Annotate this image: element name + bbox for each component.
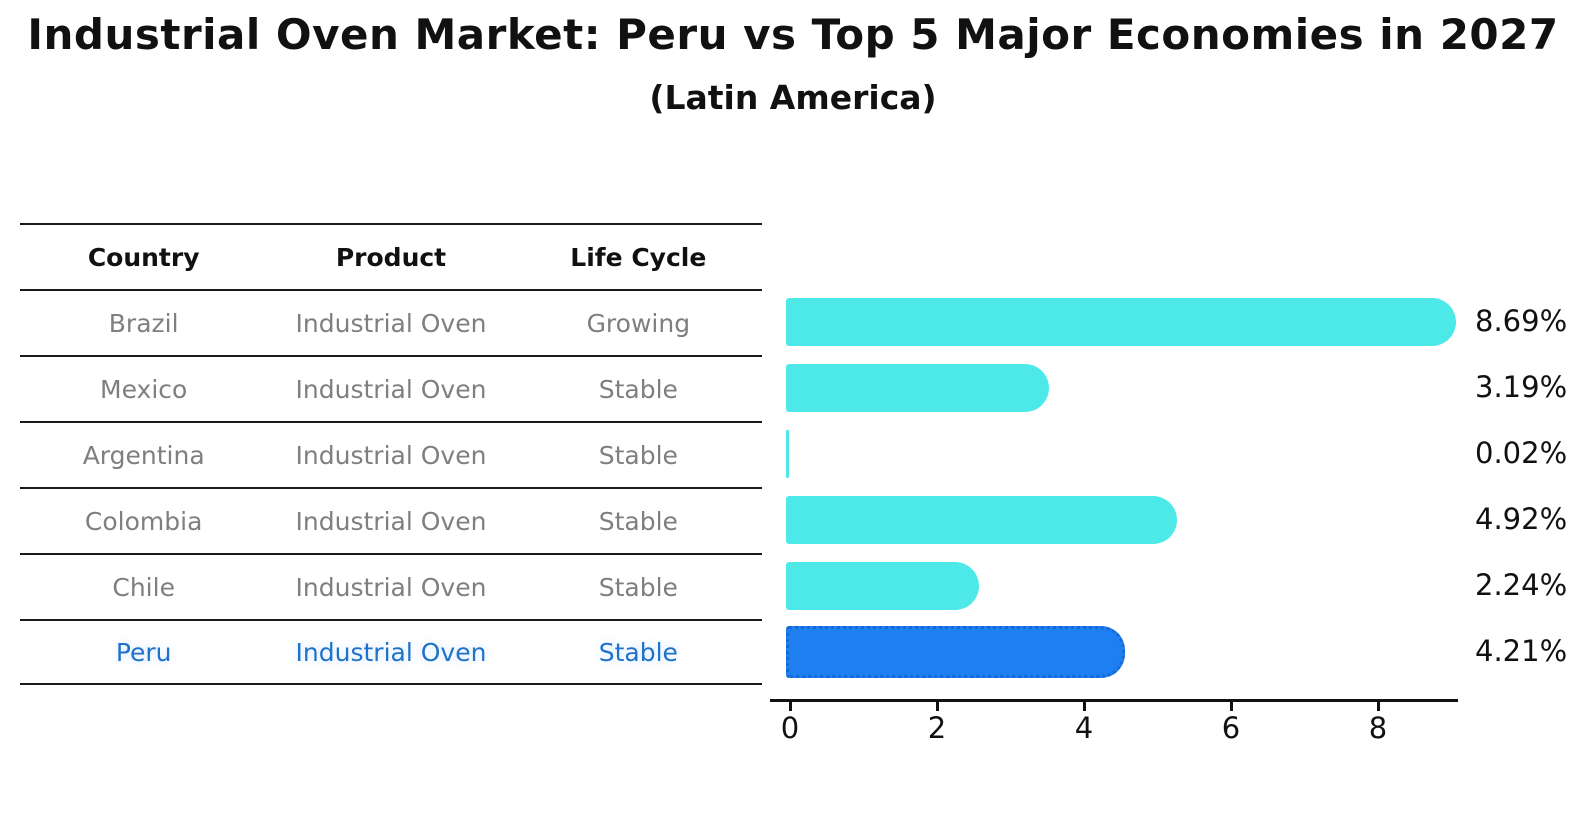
cell-product: Industrial Oven xyxy=(295,637,487,667)
tick-label: 4 xyxy=(1074,711,1094,745)
value-label: 3.19% xyxy=(1475,370,1568,404)
cell-product: Industrial Oven xyxy=(295,440,487,470)
cell-life-cycle: Stable xyxy=(598,572,678,602)
table-row: Mexico Industrial Oven Stable xyxy=(20,355,762,421)
table-row: Colombia Industrial Oven Stable xyxy=(20,487,762,553)
value-label: 4.21% xyxy=(1475,634,1568,668)
column-header: Life Cycle xyxy=(570,242,707,272)
cell-life-cycle: Stable xyxy=(598,506,678,536)
tick-mark xyxy=(935,702,939,711)
table-row: Brazil Industrial Oven Growing xyxy=(20,289,762,355)
tick-mark xyxy=(1082,702,1086,711)
cell-product: Industrial Oven xyxy=(295,572,487,602)
x-axis-line xyxy=(770,699,1458,702)
cell-country: Mexico xyxy=(100,374,188,404)
column-header: Country xyxy=(87,242,200,272)
cell-life-cycle: Stable xyxy=(598,637,678,667)
value-label: 2.24% xyxy=(1475,568,1568,602)
cell-product: Industrial Oven xyxy=(295,374,487,404)
table-row: Chile Industrial Oven Stable xyxy=(20,553,762,619)
bar-brazil xyxy=(786,298,1456,346)
value-label: 8.69% xyxy=(1475,304,1568,338)
tick-label: 6 xyxy=(1221,711,1241,745)
value-label: 4.92% xyxy=(1475,502,1568,536)
column-header: Product xyxy=(335,242,447,272)
cell-country: Chile xyxy=(112,572,175,602)
cell-country: Argentina xyxy=(82,440,205,470)
tick-mark xyxy=(1229,702,1233,711)
table-body: Brazil Industrial Oven Growing Mexico Indust… xyxy=(20,289,762,685)
table-row: Argentina Industrial Oven Stable xyxy=(20,421,762,487)
chart-subtitle: (Latin America) xyxy=(649,78,937,117)
value-label: 0.02% xyxy=(1475,436,1568,470)
bar-chile xyxy=(786,562,979,610)
tick-mark xyxy=(788,702,792,711)
cell-life-cycle: Stable xyxy=(598,440,678,470)
cell-life-cycle: Stable xyxy=(598,374,678,404)
cell-country: Brazil xyxy=(108,308,179,338)
cell-product: Industrial Oven xyxy=(295,308,487,338)
cell-life-cycle: Growing xyxy=(586,308,691,338)
tick-label: 2 xyxy=(927,711,947,745)
table-row: Peru Industrial Oven Stable xyxy=(20,619,762,685)
chart-title: Industrial Oven Market: Peru vs Top 5 Ma… xyxy=(27,10,1559,59)
bar-peru xyxy=(786,626,1125,678)
table-header-row: Country Product Life Cycle xyxy=(20,223,762,289)
tick-label: 8 xyxy=(1368,711,1388,745)
data-table: Country Product Life Cycle Brazil Industria… xyxy=(20,223,762,685)
cell-country: Peru xyxy=(115,637,172,667)
cell-product: Industrial Oven xyxy=(295,506,487,536)
tick-mark xyxy=(1376,702,1380,711)
cell-country: Colombia xyxy=(84,506,203,536)
bar-argentina xyxy=(786,430,789,478)
tick-label: 0 xyxy=(780,711,800,745)
bar-mexico xyxy=(786,364,1049,412)
bar-colombia xyxy=(786,496,1177,544)
